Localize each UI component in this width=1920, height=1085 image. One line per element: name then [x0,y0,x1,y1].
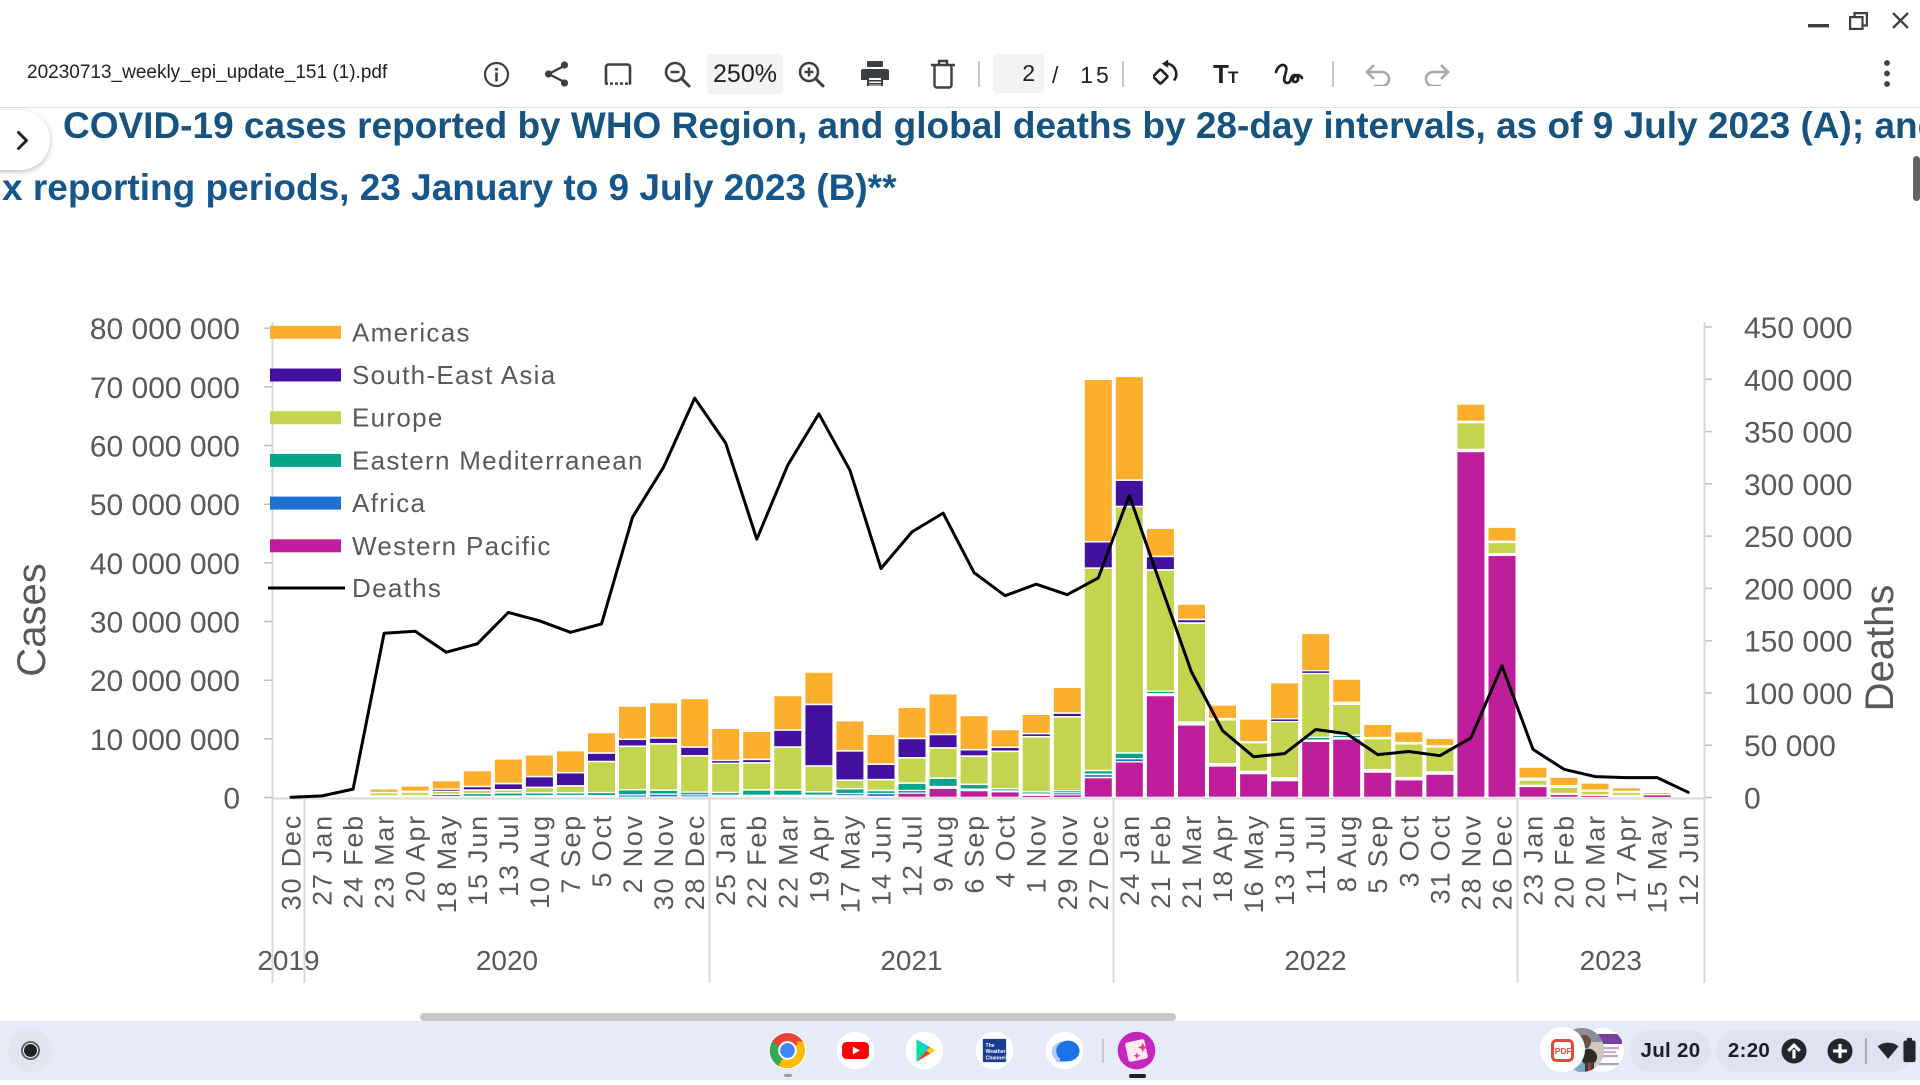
svg-text:Deaths: Deaths [352,573,442,603]
svg-text:22 Feb: 22 Feb [742,814,772,909]
svg-text:70 000 000: 70 000 000 [90,372,240,405]
svg-text:Western Pacific: Western Pacific [352,531,552,561]
svg-text:10 Aug: 10 Aug [525,814,555,909]
svg-text:25 Jan: 25 Jan [711,814,741,906]
svg-text:13 Jul: 13 Jul [494,814,524,897]
svg-text:300 000: 300 000 [1744,469,1852,502]
svg-text:18 May: 18 May [432,814,462,913]
svg-text:Channel: Channel [986,1055,1007,1061]
svg-text:250 000: 250 000 [1744,521,1852,554]
svg-text:3 Oct: 3 Oct [1394,814,1424,888]
svg-text:13 Jun: 13 Jun [1270,814,1300,906]
svg-text:18 Apr: 18 Apr [1208,814,1238,903]
svg-text:Europe: Europe [352,403,444,433]
svg-text:2 Nov: 2 Nov [618,814,648,894]
svg-text:22 Mar: 22 Mar [773,814,803,909]
svg-text:50 000 000: 50 000 000 [90,489,240,522]
svg-text:Africa: Africa [352,488,426,518]
svg-text:400 000: 400 000 [1744,364,1852,397]
svg-text:21 Feb: 21 Feb [1146,814,1176,909]
svg-text:15 May: 15 May [1643,814,1673,913]
svg-text:PDF: PDF [1555,1046,1572,1056]
svg-text:Cases: Cases [10,563,54,676]
svg-text:20 Mar: 20 Mar [1581,814,1611,909]
svg-text:4 Oct: 4 Oct [991,814,1021,888]
svg-text:5 Oct: 5 Oct [587,814,617,888]
svg-text:T: T [1228,68,1239,87]
svg-text:15 Jun: 15 Jun [463,814,493,906]
svg-text:50 000: 50 000 [1744,730,1836,763]
svg-text:80 000 000: 80 000 000 [90,313,240,346]
svg-text:17 May: 17 May [835,814,865,913]
svg-text:40 000 000: 40 000 000 [90,548,240,581]
svg-text:16 May: 16 May [1239,814,1269,913]
svg-text:Americas: Americas [352,317,471,347]
svg-text:6 Sep: 6 Sep [960,814,990,894]
svg-text:28 Dec: 28 Dec [680,814,710,910]
svg-text:0: 0 [223,783,240,816]
svg-text:1 Nov: 1 Nov [1022,814,1052,894]
svg-text:2023: 2023 [1580,945,1642,976]
svg-text:11 Jul: 11 Jul [1301,814,1331,895]
svg-text:14 Jun: 14 Jun [867,814,897,906]
svg-text:The: The [986,1043,995,1049]
svg-text:60 000 000: 60 000 000 [90,431,240,464]
svg-text:23 Mar: 23 Mar [370,814,400,909]
svg-text:200 000: 200 000 [1744,573,1852,606]
svg-text:17 Apr: 17 Apr [1612,814,1642,903]
svg-text:20 Apr: 20 Apr [401,814,431,903]
svg-text:2021: 2021 [880,945,942,976]
svg-text:30 Dec: 30 Dec [277,814,307,910]
svg-text:30 000 000: 30 000 000 [90,607,240,640]
svg-text:Eastern Mediterranean: Eastern Mediterranean [352,445,644,475]
svg-text:T: T [1213,62,1229,88]
svg-text:29 Nov: 29 Nov [1053,814,1083,910]
svg-text:21 Mar: 21 Mar [1177,814,1207,909]
svg-text:12 Jul: 12 Jul [898,814,928,897]
svg-text:24 Feb: 24 Feb [339,814,369,909]
svg-text:12 Jun: 12 Jun [1674,814,1704,906]
svg-text:26 Dec: 26 Dec [1488,814,1518,910]
svg-text:150 000: 150 000 [1744,626,1852,659]
svg-text:24 Jan: 24 Jan [1115,814,1145,906]
svg-text:9 Aug: 9 Aug [929,814,959,892]
svg-text:28 Nov: 28 Nov [1456,814,1486,910]
svg-text:2019: 2019 [257,945,319,976]
svg-text:19 Apr: 19 Apr [804,814,834,903]
svg-text:10 000 000: 10 000 000 [90,724,240,757]
svg-text:20 000 000: 20 000 000 [90,665,240,698]
svg-text:450 000: 450 000 [1744,312,1852,345]
svg-text:31 Oct: 31 Oct [1425,814,1455,904]
svg-text:South-East Asia: South-East Asia [352,360,557,390]
svg-text:2020: 2020 [476,945,538,976]
svg-text:350 000: 350 000 [1744,417,1852,450]
svg-text:20 Feb: 20 Feb [1550,814,1580,909]
svg-text:5 Sep: 5 Sep [1363,814,1393,894]
svg-text:27 Dec: 27 Dec [1084,814,1114,910]
svg-text:30 Nov: 30 Nov [649,814,679,910]
svg-text:23 Jan: 23 Jan [1519,814,1549,906]
svg-text:Deaths: Deaths [1858,585,1902,712]
svg-text:2022: 2022 [1284,945,1346,976]
svg-text:Weather: Weather [986,1049,1006,1055]
svg-text:7 Sep: 7 Sep [556,814,586,894]
svg-text:100 000: 100 000 [1744,678,1852,711]
svg-text:8 Aug: 8 Aug [1332,814,1362,892]
svg-text:27 Jan: 27 Jan [308,814,338,906]
svg-text:0: 0 [1744,783,1761,816]
